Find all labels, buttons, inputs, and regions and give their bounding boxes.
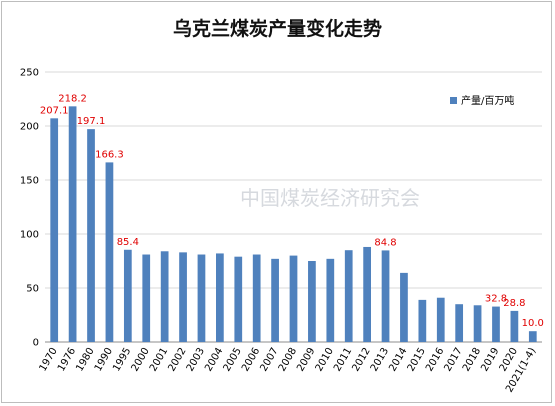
bar-series xyxy=(50,106,537,343)
bar xyxy=(510,310,519,342)
y-tick-label: 100 xyxy=(20,230,39,241)
bar xyxy=(289,255,298,342)
bar xyxy=(87,129,95,342)
legend: 产量/百万吨 xyxy=(450,94,514,107)
bar xyxy=(363,246,371,342)
data-label: 166.3 xyxy=(95,149,124,160)
bar xyxy=(197,254,206,342)
bar xyxy=(455,304,464,342)
legend-swatch xyxy=(450,97,457,104)
bar xyxy=(252,254,261,342)
data-label: 218.2 xyxy=(58,93,87,104)
bar xyxy=(492,306,500,342)
bar xyxy=(308,261,316,342)
bar xyxy=(142,254,151,342)
bar xyxy=(216,253,224,342)
data-label: 84.8 xyxy=(374,237,396,248)
bar xyxy=(400,272,408,342)
y-tick-label: 150 xyxy=(20,176,39,187)
bar xyxy=(344,250,353,342)
bar xyxy=(381,250,390,342)
bar xyxy=(179,252,187,342)
bar xyxy=(234,256,243,342)
bar xyxy=(528,331,537,342)
bar xyxy=(123,249,132,342)
y-tick-label: 200 xyxy=(20,122,39,133)
data-label: 207.1 xyxy=(40,105,69,116)
y-tick-label: 250 xyxy=(20,68,39,79)
bar xyxy=(160,251,169,342)
bar xyxy=(105,162,114,342)
bar xyxy=(473,305,482,342)
chart-title: 乌克兰煤炭产量变化走势 xyxy=(172,18,382,40)
y-tick-label: 50 xyxy=(26,284,39,295)
y-tick-label: 0 xyxy=(33,338,39,349)
x-axis: 1970197619801990199520002001200220032004… xyxy=(38,346,539,395)
data-label: 28.8 xyxy=(503,298,525,309)
bar xyxy=(68,106,77,343)
bar xyxy=(436,297,445,342)
data-label: 197.1 xyxy=(77,116,106,127)
bar xyxy=(326,258,335,342)
bar xyxy=(418,299,427,342)
watermark: 中国煤炭经济研究会 xyxy=(240,186,420,210)
bar xyxy=(50,118,59,342)
y-axis: 0 50 100 150 200 250 xyxy=(20,68,39,349)
data-label: 10.0 xyxy=(522,318,544,329)
legend-label: 产量/百万吨 xyxy=(461,94,514,107)
data-label: 85.4 xyxy=(117,237,139,248)
bar xyxy=(271,258,279,342)
data-label: 32.8 xyxy=(485,294,507,305)
